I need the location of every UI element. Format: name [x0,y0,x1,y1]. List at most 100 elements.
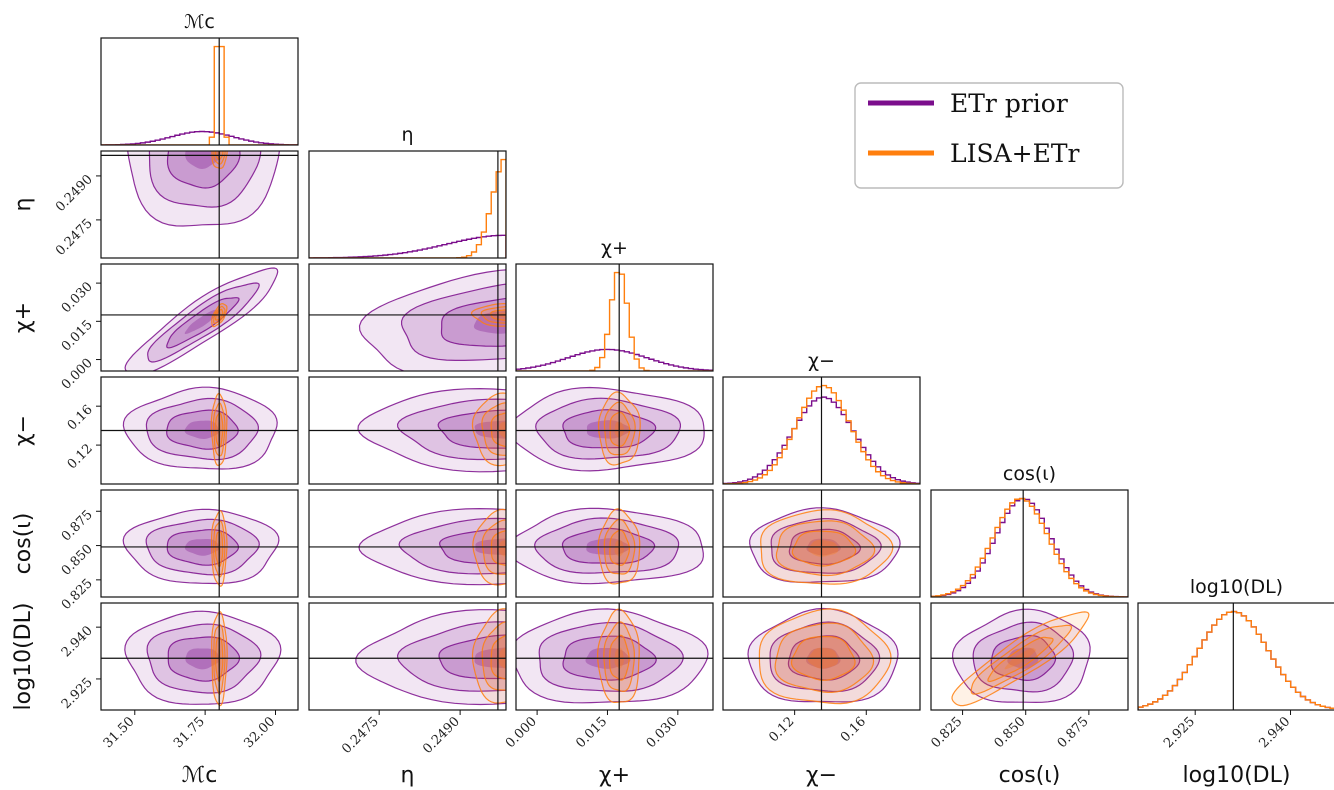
x-tick-label-eta: 0.2490 [420,714,463,757]
density-0-2 [438,410,506,449]
x-axis-label-chi_plus: χ+ [599,763,630,788]
contour-0-1 [534,517,680,574]
x-tick-label-chi_plus: 0.015 [573,714,610,751]
y-tick-label-eta: 0.2475 [53,216,96,259]
panel-log10_DL-vs-cos_iota [930,602,1129,711]
density-0-2 [562,528,655,564]
y-tick-label-cos_iota: 0.875 [59,507,96,544]
diag-panel-chi_plus [515,263,714,372]
density-1-1 [776,520,875,576]
density-0-3 [184,309,220,334]
density-0-0 [516,608,708,703]
panels-layer [100,37,1334,711]
y-tick-label-chi_minus: 0.12 [65,441,96,472]
diag-panel-Mc [100,37,299,146]
contour-1-0 [470,302,506,327]
diag-panel-chi_minus [722,376,921,485]
panel-chi_plus-vs-Mc [100,263,299,372]
density-1-2 [610,412,630,447]
diag-title-chi_plus: χ+ [601,237,628,259]
panel-frame [930,602,1129,711]
contour-1-1 [481,621,506,691]
contour-1-2 [490,634,506,680]
contour-0-2 [437,409,506,449]
density-0-2 [562,409,656,448]
panel-frame [515,263,714,372]
panel-log10_DL-vs-eta [308,602,507,711]
contour-1-1 [480,306,506,324]
y-tick-label-chi_minus: 0.16 [65,402,96,433]
panel-frame [722,376,921,485]
contour-0-1 [145,397,260,461]
panel-chi_minus-vs-chi_plus [515,376,714,485]
hist-Mc-series-0 [101,130,298,145]
diag-title-log10_DL: log10(DL) [1190,576,1283,598]
panel-frame [308,376,507,485]
x-tick-label-eta: 0.2475 [339,714,382,757]
contour-0-2 [438,634,506,680]
panel-frame [722,602,921,711]
hist-chi_plus-series-1 [516,271,713,371]
contour-0-0 [357,387,506,473]
hist-cos_iota-series-0 [931,497,1128,597]
legend: ETr prior LISA+ETr [854,82,1124,189]
density-0-1 [146,398,259,460]
panel-frame [100,489,299,598]
contour-1-0 [211,510,228,587]
x-tick-label-log10_DL: 2.940 [1256,714,1293,751]
panel-frame [100,376,299,485]
contour-1-1 [481,519,506,575]
x-tick-label-Mc: 32.00 [241,714,278,751]
panel-chi_plus-vs-eta [308,263,507,372]
contour-0-2 [440,297,506,347]
x-tick-label-chi_plus: 0.030 [644,714,681,751]
panel-log10_DL-vs-chi_minus [722,602,921,711]
contour-0-0 [516,386,705,472]
legend-label-lisa: LISA+ETr [950,139,1080,168]
legend-box [854,82,1124,189]
diag-panel-cos_iota [930,489,1129,598]
y-tick-label-chi_plus: 0.000 [59,356,96,393]
y-tick-label-log10_DL: 2.940 [59,623,96,660]
density-0-1 [399,518,506,574]
contour-1-1 [213,151,226,165]
diag-panel-eta [308,150,507,259]
density-0-0 [355,609,506,705]
contour-1-2 [490,309,506,321]
hist-eta-series-1 [309,158,506,258]
contour-0-0 [358,507,506,586]
contour-0-0 [358,269,506,371]
density-1-2 [491,530,506,566]
x-tick-label-log10_DL: 2.925 [1161,714,1198,751]
density-1-1 [481,402,506,456]
y-tick-label-chi_plus: 0.015 [59,318,96,355]
contour-0-0 [122,386,278,470]
panel-frame [100,37,299,146]
x-tick-label-chi_minus: 0.12 [766,714,797,745]
contour-0-1 [398,517,506,575]
contour-0-0 [124,267,279,371]
density-1-2 [792,531,856,566]
y-tick-label-eta: 0.2490 [53,172,96,215]
hist-chi_plus-series-0 [516,348,713,371]
contour-0-2 [166,297,240,349]
panel-frame [308,602,507,711]
panel-frame [515,489,714,598]
y-axis-label-eta: η [11,198,36,212]
density-0-2 [166,297,239,348]
panel-cos_iota-vs-eta [308,489,507,598]
contour-1-2 [214,308,224,321]
density-0-1 [149,151,261,208]
x-axis-label-eta: η [401,763,415,788]
legend-label-prior: ETr prior [950,89,1068,118]
density-1-2 [491,413,506,447]
y-tick-label-chi_plus: 0.030 [59,279,96,316]
hist-cos_iota-series-1 [931,497,1128,597]
density-0-0 [748,608,898,702]
diag-title-eta: η [401,124,413,146]
contour-0-2 [438,528,506,565]
x-axis-label-cos_iota: cos(ι) [999,763,1061,788]
contour-1-2 [215,151,224,161]
density-1-3 [498,540,506,557]
